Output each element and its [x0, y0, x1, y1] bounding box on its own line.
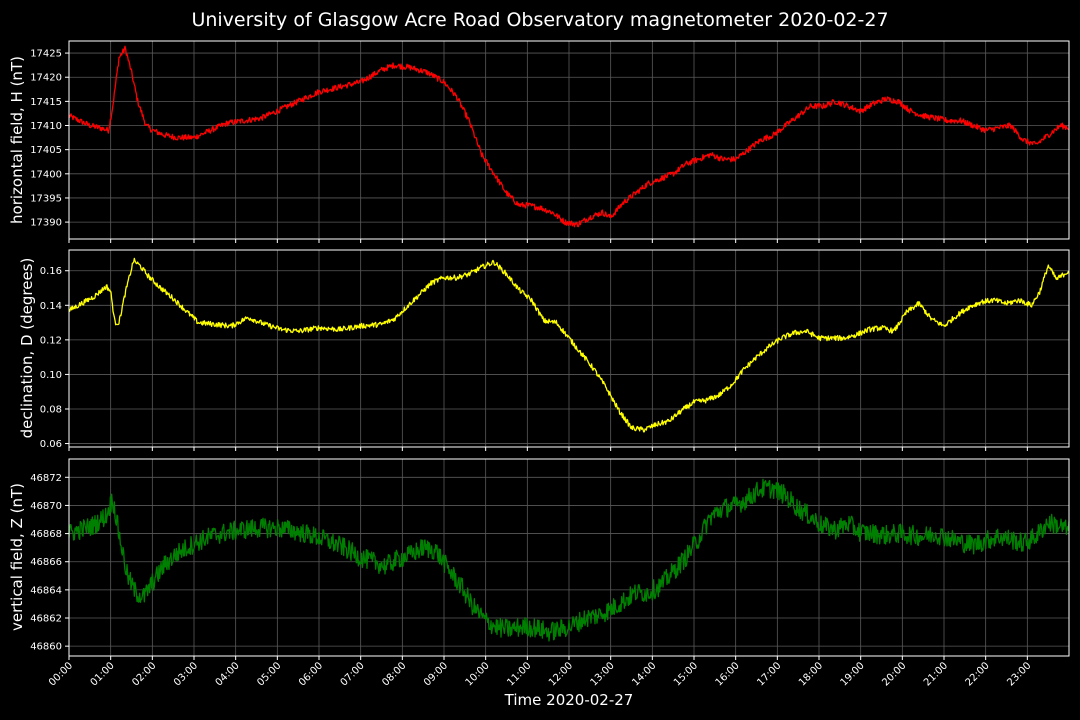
x-tick-label: 04:00	[214, 660, 242, 688]
y-tick-label: 17395	[30, 193, 62, 204]
plot-frame	[68, 40, 1070, 240]
series-line-2	[68, 478, 1070, 642]
y-tick-label: 0.14	[40, 301, 62, 312]
y-tick-label: 0.10	[40, 370, 62, 381]
y-tick-label: 0.12	[40, 335, 62, 346]
x-tick-label: 12:00	[547, 660, 575, 688]
plot-frame	[68, 458, 1070, 657]
y-tick-label: 17390	[30, 218, 62, 229]
x-tick-label: 22:00	[964, 660, 992, 688]
y-tick-label: 17405	[30, 145, 62, 156]
x-tick-label: 15:00	[672, 660, 700, 688]
y-tick-label: 0.06	[40, 439, 62, 450]
x-tick-label: 14:00	[630, 660, 658, 688]
x-tick-label: 20:00	[880, 660, 908, 688]
x-tick-label: 10:00	[464, 660, 492, 688]
y-tick-label: 46870	[30, 501, 62, 512]
x-tick-label: 07:00	[339, 660, 367, 688]
y-tick-label: 17420	[30, 73, 62, 84]
x-tick-label: 13:00	[589, 660, 617, 688]
x-tick-label: 02:00	[130, 660, 158, 688]
x-tick-label: 16:00	[714, 660, 742, 688]
x-tick-label: 00:00	[47, 660, 75, 688]
y-tick-label: 0.16	[40, 266, 62, 277]
y-tick-label: 46864	[30, 585, 62, 596]
x-tick-label: 05:00	[255, 660, 283, 688]
x-tick-label: 01:00	[89, 660, 117, 688]
series-line-0	[68, 45, 1070, 228]
x-axis-label: Time 2020-02-27	[504, 691, 634, 709]
x-tick-label: 23:00	[1005, 660, 1033, 688]
y-tick-label: 46862	[30, 614, 62, 625]
x-tick-label: 19:00	[839, 660, 867, 688]
y-tick-label: 0.08	[40, 404, 62, 415]
plot-frame	[68, 249, 1070, 448]
chart-title: University of Glasgow Acre Road Observat…	[191, 9, 889, 31]
y-tick-label: 46868	[30, 529, 62, 540]
x-tick-label: 21:00	[922, 660, 950, 688]
x-tick-label: 03:00	[172, 660, 200, 688]
y-tick-label: 17410	[30, 121, 62, 132]
x-tick-label: 18:00	[797, 660, 825, 688]
y-tick-label: 17400	[30, 169, 62, 180]
y-tick-label: 46872	[30, 473, 62, 484]
y-tick-label: 46860	[30, 642, 62, 653]
x-tick-label: 17:00	[755, 660, 783, 688]
y-tick-label: 17425	[30, 49, 62, 60]
x-tick-label: 09:00	[422, 660, 450, 688]
y-tick-label: 46866	[30, 557, 62, 568]
series-line-1	[68, 257, 1070, 433]
x-tick-label: 08:00	[380, 660, 408, 688]
x-tick-label: 06:00	[297, 660, 325, 688]
x-tick-label: 11:00	[505, 660, 533, 688]
y-tick-label: 17415	[30, 97, 62, 108]
